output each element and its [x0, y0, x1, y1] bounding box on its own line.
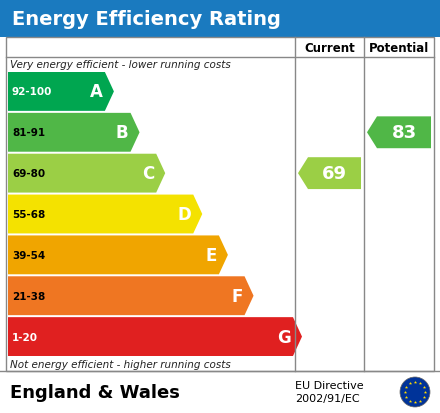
Bar — [0, 0, 440, 38]
Text: Very energy efficient - lower running costs: Very energy efficient - lower running co… — [10, 60, 231, 70]
Bar — [6, 38, 434, 371]
Polygon shape — [8, 73, 114, 112]
Text: G: G — [277, 328, 291, 346]
Polygon shape — [8, 317, 302, 356]
Text: Energy Efficiency Rating: Energy Efficiency Rating — [12, 9, 281, 28]
Text: 2002/91/EC: 2002/91/EC — [295, 393, 359, 403]
Polygon shape — [8, 277, 253, 316]
Text: B: B — [116, 124, 128, 142]
Text: 21-38: 21-38 — [12, 291, 45, 301]
Text: 1-20: 1-20 — [12, 332, 38, 342]
Text: E: E — [205, 246, 217, 264]
Text: EU Directive: EU Directive — [295, 380, 363, 390]
Polygon shape — [367, 117, 431, 149]
Circle shape — [400, 377, 430, 407]
Text: A: A — [90, 83, 103, 101]
Text: F: F — [231, 287, 242, 305]
Text: 81-91: 81-91 — [12, 128, 45, 138]
Text: C: C — [142, 165, 154, 183]
Text: 69-80: 69-80 — [12, 169, 45, 179]
Text: Potential: Potential — [369, 41, 429, 55]
Text: 39-54: 39-54 — [12, 250, 45, 260]
Text: Not energy efficient - higher running costs: Not energy efficient - higher running co… — [10, 359, 231, 369]
Polygon shape — [8, 195, 202, 234]
Polygon shape — [8, 154, 165, 193]
Polygon shape — [8, 236, 228, 275]
Text: Current: Current — [304, 41, 355, 55]
Text: England & Wales: England & Wales — [10, 383, 180, 401]
Text: 92-100: 92-100 — [12, 87, 52, 97]
Text: 83: 83 — [392, 124, 417, 142]
Text: 55-68: 55-68 — [12, 209, 45, 219]
Polygon shape — [298, 158, 361, 190]
Polygon shape — [8, 114, 139, 152]
Text: D: D — [177, 206, 191, 223]
Text: 69: 69 — [322, 165, 347, 183]
